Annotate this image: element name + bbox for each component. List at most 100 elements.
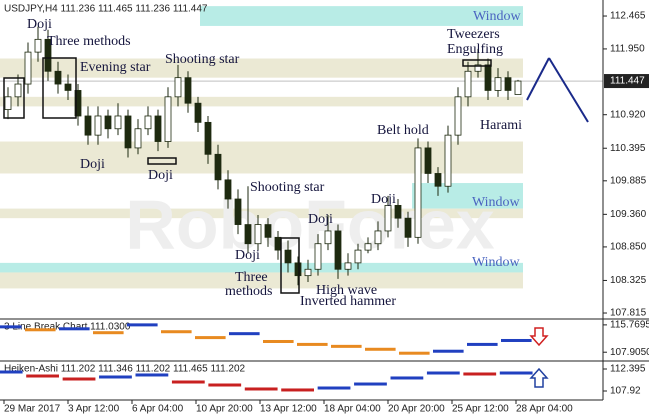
down-arrow-icon	[529, 327, 549, 347]
pattern-box	[147, 157, 177, 165]
y-tick-label: 108.325	[610, 275, 647, 286]
indicator-block	[26, 374, 59, 378]
indicator-block	[399, 351, 430, 355]
candle-body	[44, 38, 52, 72]
candle-body	[474, 64, 482, 72]
x-tick-label: 25 Apr 12:00	[452, 404, 509, 415]
candle-body	[174, 77, 182, 98]
x-tick-label: 13 Apr 12:00	[260, 404, 317, 415]
candle-body	[194, 102, 202, 123]
price-zone	[200, 6, 523, 26]
candle-body	[434, 173, 442, 187]
candle-body	[114, 115, 122, 130]
candle-body	[444, 134, 452, 187]
price-zone	[0, 272, 523, 289]
forecast-arrow	[548, 57, 589, 123]
current-price-label: 111.447	[610, 76, 645, 87]
indicator-block	[161, 330, 192, 334]
candle-body	[284, 249, 292, 264]
indicator-block	[127, 323, 158, 327]
candle-body	[224, 179, 232, 200]
indicator-block	[501, 338, 532, 342]
pattern-box	[280, 237, 300, 294]
forecast-arrow	[526, 57, 550, 101]
candle-body	[204, 121, 212, 155]
pattern-label: Doji	[27, 17, 52, 32]
candle-body	[94, 115, 102, 136]
candle-body	[274, 236, 282, 251]
x-tick-label: 29 Mar 2017	[4, 404, 61, 415]
candle-body	[54, 70, 62, 85]
price-zone	[0, 58, 523, 78]
indicator-block	[244, 387, 278, 391]
price-zone	[0, 141, 523, 174]
indicator-block	[208, 383, 242, 387]
candle-body	[34, 38, 42, 53]
y-tick-label: 110.395	[610, 143, 646, 154]
y-tick-label: 112.465	[610, 11, 646, 22]
indicator-block	[499, 371, 533, 375]
candle-body	[14, 83, 22, 98]
up-arrow-icon	[529, 367, 549, 388]
indicator-title: Heiken-Ashi 111.202 111.346 111.202 111.…	[4, 364, 246, 375]
candle-body	[104, 115, 112, 130]
pattern-label: Shooting star	[165, 52, 240, 67]
pattern-label: Evening star	[80, 60, 151, 75]
candle-body	[414, 147, 422, 238]
candle-body	[74, 90, 82, 117]
indicator-block	[281, 388, 314, 392]
zones	[0, 6, 523, 289]
y-tick-label: 107.815	[610, 308, 647, 319]
x-tick-label: 10 Apr 20:00	[196, 404, 253, 415]
price-zone	[0, 262, 523, 273]
pattern-label: Tweezers	[447, 27, 500, 42]
y-tick-label: 112.395	[610, 364, 646, 375]
pattern-box	[3, 77, 25, 119]
y-tick-label: 109.360	[610, 209, 647, 220]
indicator-title: 3 Line Break Chart 111.0300	[4, 322, 131, 333]
candle-body	[264, 224, 272, 238]
candle-body	[394, 205, 402, 219]
chart-header: USDJPY,H4 111.236 111.465 111.236 111.44…	[4, 4, 208, 15]
candle-body	[254, 224, 262, 245]
candle-body	[344, 262, 352, 270]
candle-body	[244, 224, 252, 245]
pattern-label: High wave	[316, 283, 377, 298]
pattern-label: methods	[225, 284, 272, 299]
indicator-block	[331, 344, 362, 348]
indicator-block	[354, 382, 387, 386]
pattern-label: Doji	[235, 248, 260, 263]
candle-body	[464, 70, 472, 98]
pattern-label: Doji	[80, 157, 105, 172]
candle-body	[184, 77, 192, 104]
candle-body	[504, 77, 512, 91]
indicator-block	[365, 347, 396, 351]
indicator-block	[93, 331, 124, 335]
indicator-block	[171, 380, 205, 384]
x-tick-label: 20 Apr 20:00	[388, 404, 445, 415]
y-tick-label: 111.950	[610, 44, 645, 55]
indicator-block	[99, 375, 132, 379]
indicator-block	[25, 328, 56, 332]
pattern-label: Doji	[148, 168, 173, 183]
candle-body	[384, 205, 392, 232]
candle-body	[4, 96, 12, 110]
indicator-block	[467, 342, 498, 346]
candle-body	[324, 230, 332, 245]
candle-body	[424, 147, 432, 174]
indicator-block	[135, 373, 169, 377]
indicator-block	[390, 376, 424, 380]
indicator-block	[62, 377, 96, 381]
candle-body	[164, 96, 172, 142]
pattern-label: Doji	[308, 212, 333, 227]
candle-body	[294, 262, 302, 277]
pattern-label: Engulfing	[447, 42, 503, 57]
y-tick-label: 110.920	[610, 109, 646, 120]
pattern-box	[42, 57, 77, 119]
candle-body	[124, 115, 132, 149]
y-tick-label: 115.7695	[610, 320, 649, 331]
indicator-block	[0, 325, 22, 329]
indicator-block	[317, 386, 351, 390]
indicator-block	[297, 342, 328, 346]
